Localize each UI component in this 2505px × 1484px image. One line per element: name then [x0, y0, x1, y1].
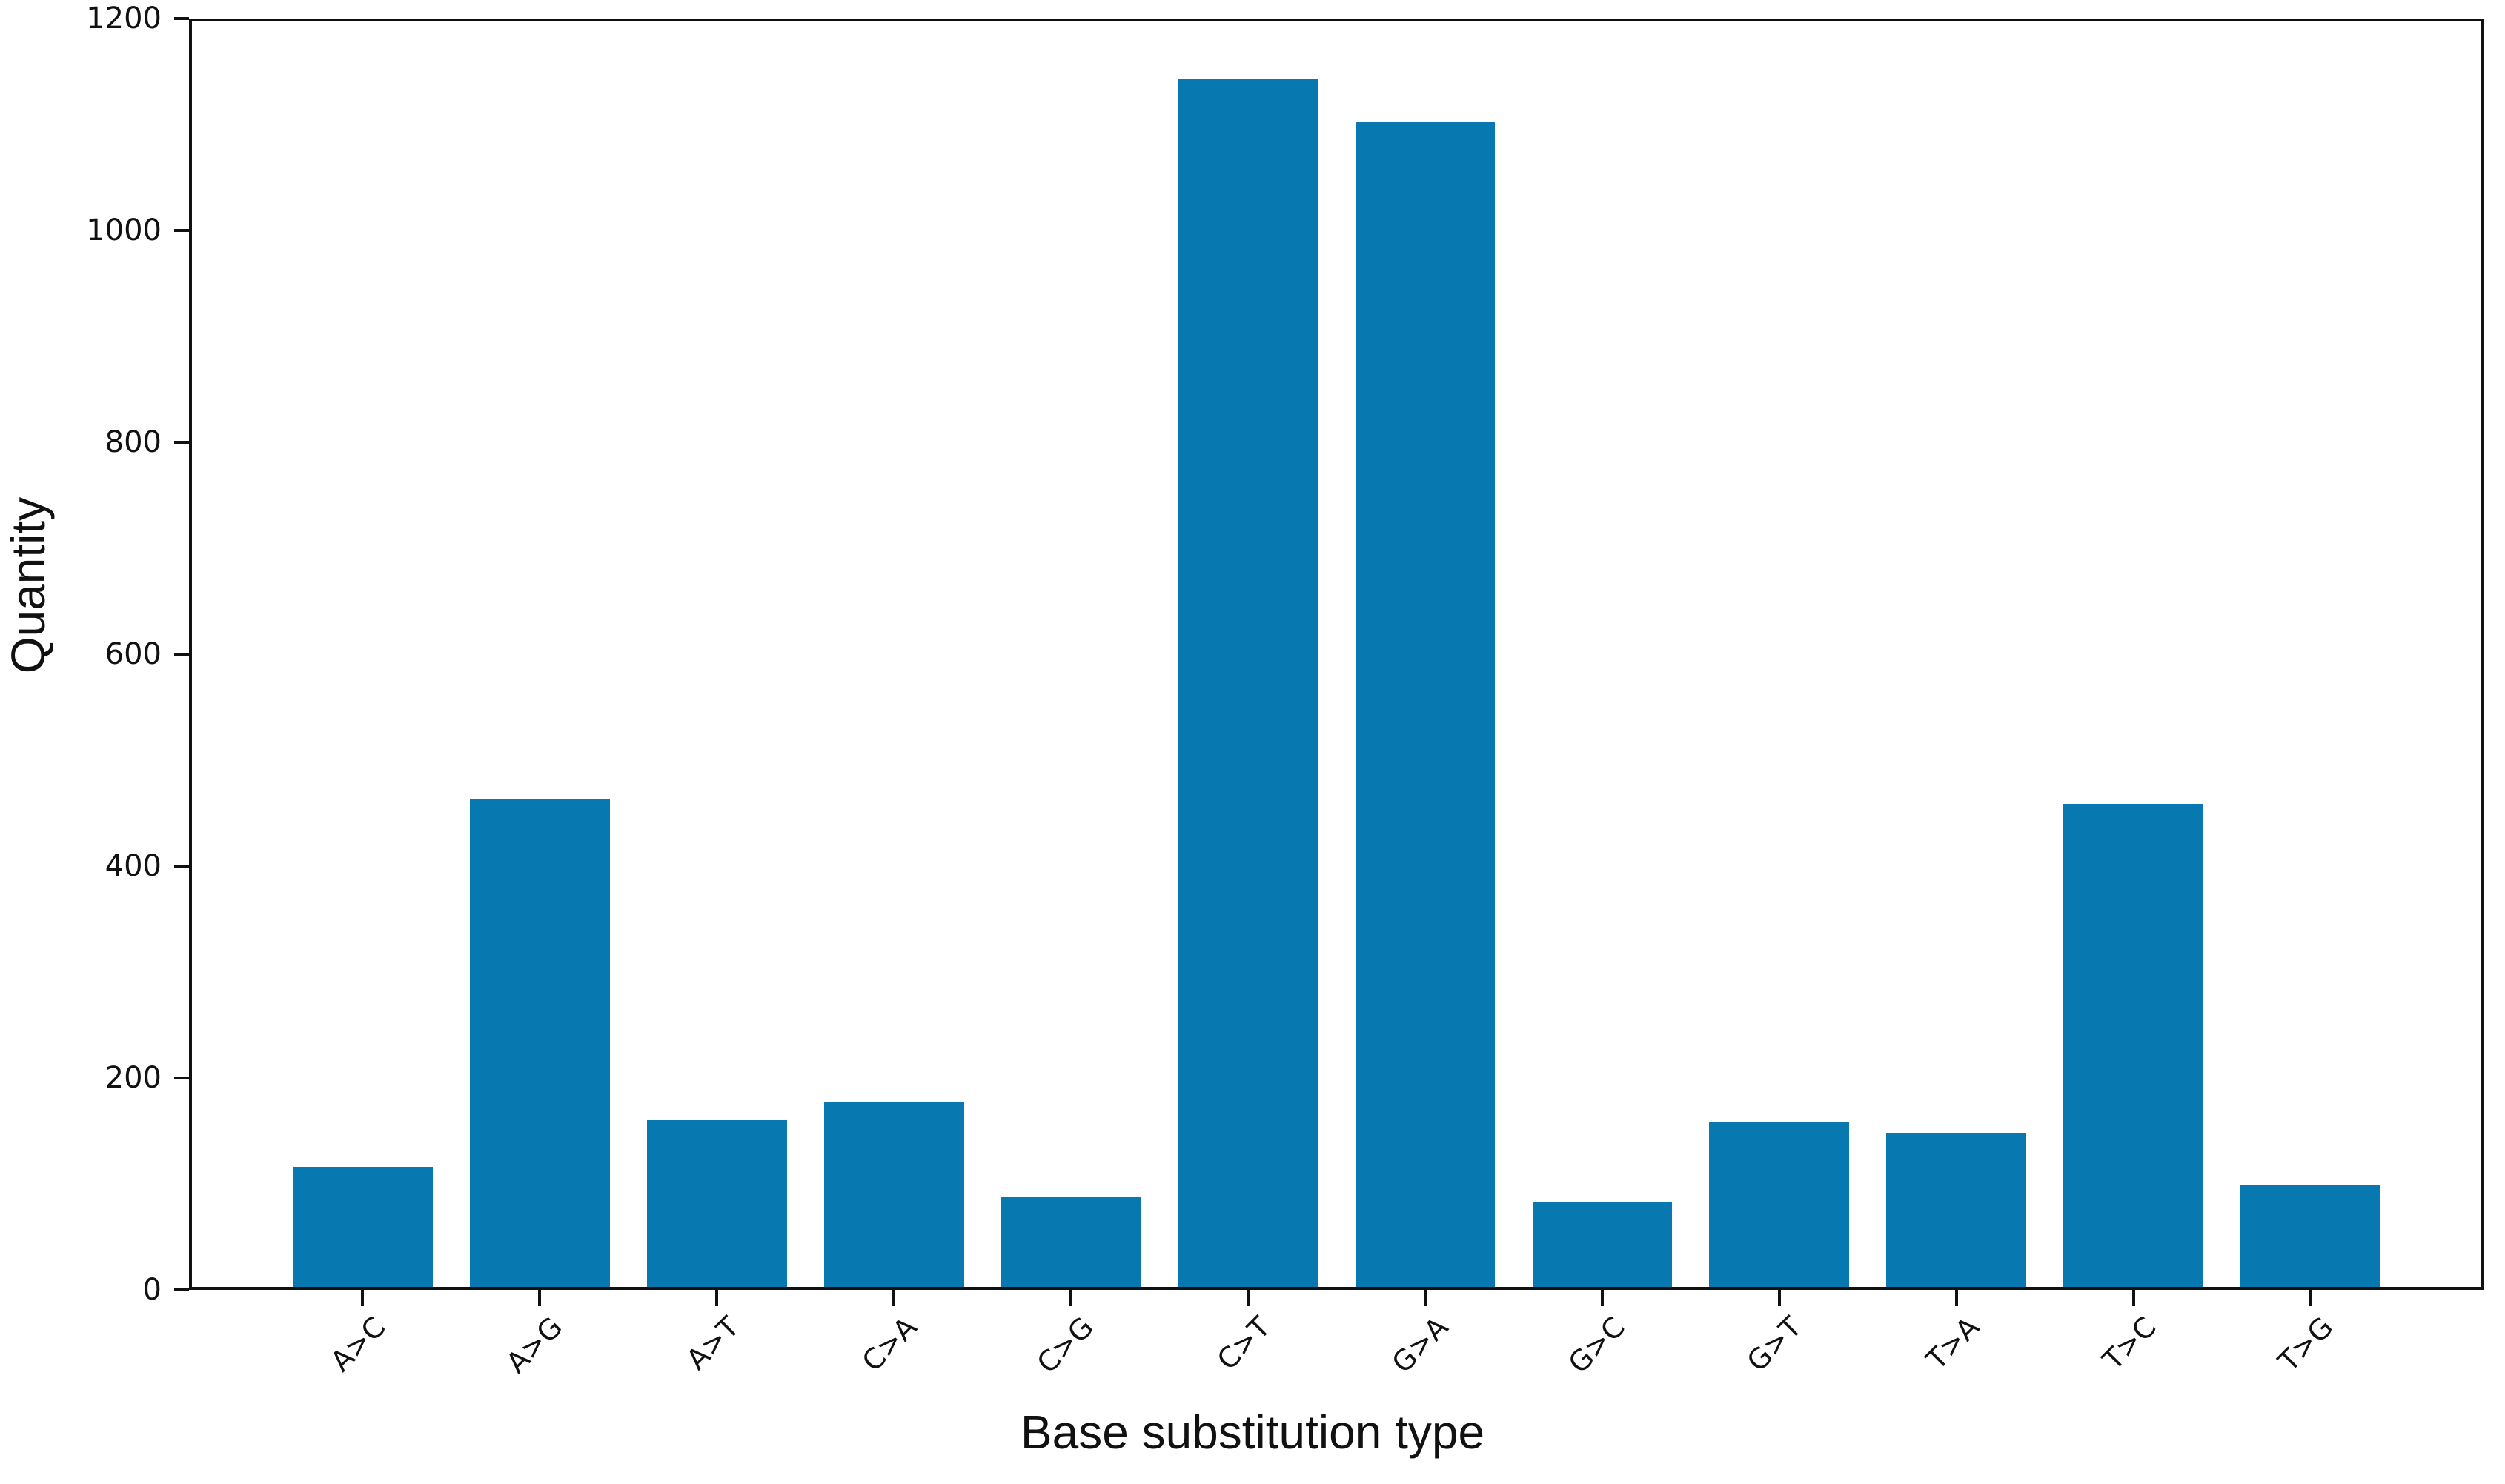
- y-tick-label: 600: [104, 637, 162, 671]
- bar: [1178, 79, 1318, 1287]
- y-tick-label: 800: [104, 425, 162, 459]
- x-tick-mark: [2131, 1290, 2135, 1306]
- bar: [1355, 122, 1496, 1287]
- y-tick-mark: [174, 1288, 189, 1291]
- x-tick-mark: [538, 1290, 542, 1306]
- x-axis-title: Base substitution type: [1020, 1405, 1485, 1459]
- x-tick-label: C>G: [1030, 1310, 1101, 1380]
- bar-column: T>C: [2045, 21, 2222, 1377]
- plot-area: A>C A>G A>T C>A C>G C>T G>A G>C G>T T>A T>C T>G: [189, 19, 2484, 1380]
- bar-column: A>C: [274, 21, 451, 1378]
- y-tick-label: 1200: [86, 1, 162, 36]
- x-tick-mark: [361, 1290, 365, 1306]
- x-tick-label: T>A: [1920, 1310, 1985, 1377]
- x-tick-mark: [1247, 1290, 1250, 1306]
- x-tick-label: C>A: [855, 1310, 923, 1378]
- x-tick-mark: [1954, 1290, 1958, 1306]
- x-tick-mark: [892, 1290, 896, 1306]
- bar-column: T>A: [1868, 21, 2045, 1376]
- bar: [470, 799, 610, 1287]
- bar-column: C>A: [806, 21, 983, 1378]
- x-tick-label: A>G: [500, 1310, 569, 1380]
- x-tick-label: G>A: [1385, 1310, 1454, 1380]
- bar: [1709, 1121, 1850, 1287]
- y-tick-label: 200: [104, 1061, 162, 1095]
- y-tick-label: 1000: [86, 213, 162, 247]
- y-tick-mark: [174, 653, 189, 656]
- x-tick-label: T>C: [2096, 1310, 2163, 1377]
- bar: [646, 1120, 787, 1287]
- y-tick-mark: [174, 441, 189, 444]
- bar-column: A>G: [451, 21, 628, 1380]
- bar-column: G>T: [1691, 21, 1868, 1378]
- bars-container: A>C A>G A>T C>A C>G C>T G>A G>C G>T T>A T>C T>G: [192, 21, 2481, 1380]
- x-tick-label: C>T: [1211, 1310, 1278, 1377]
- x-tick-mark: [715, 1290, 719, 1306]
- bar: [823, 1102, 964, 1287]
- y-tick-mark: [174, 229, 189, 232]
- x-tick-mark: [2309, 1290, 2312, 1306]
- bar-column: A>T: [628, 21, 806, 1376]
- x-tick-label: A>T: [680, 1310, 746, 1377]
- y-tick-mark: [174, 1077, 189, 1079]
- bar-column: C>T: [1160, 21, 1337, 1377]
- x-tick-label: G>C: [1562, 1310, 1631, 1380]
- x-tick-label: G>T: [1740, 1310, 1808, 1378]
- y-tick-mark: [174, 17, 189, 20]
- x-tick-mark: [1069, 1290, 1073, 1306]
- bar: [293, 1166, 433, 1287]
- bar: [1001, 1197, 1141, 1287]
- x-tick-label: T>G: [2272, 1310, 2340, 1378]
- x-tick-mark: [1777, 1290, 1781, 1306]
- y-tick-label: 400: [104, 849, 162, 883]
- bar-column: C>G: [983, 21, 1160, 1380]
- bar-column: T>G: [2222, 21, 2399, 1378]
- x-tick-mark: [1600, 1290, 1604, 1306]
- y-tick-label: 0: [142, 1273, 162, 1307]
- bar: [2240, 1185, 2380, 1287]
- x-tick-mark: [1423, 1290, 1427, 1306]
- bar-column: G>C: [1513, 21, 1691, 1380]
- y-tick-mark: [174, 865, 189, 868]
- bar-column: G>A: [1337, 21, 1514, 1380]
- bar: [2063, 804, 2204, 1287]
- x-tick-label: A>C: [324, 1310, 392, 1378]
- bar: [1886, 1133, 2027, 1287]
- bar: [1532, 1201, 1673, 1287]
